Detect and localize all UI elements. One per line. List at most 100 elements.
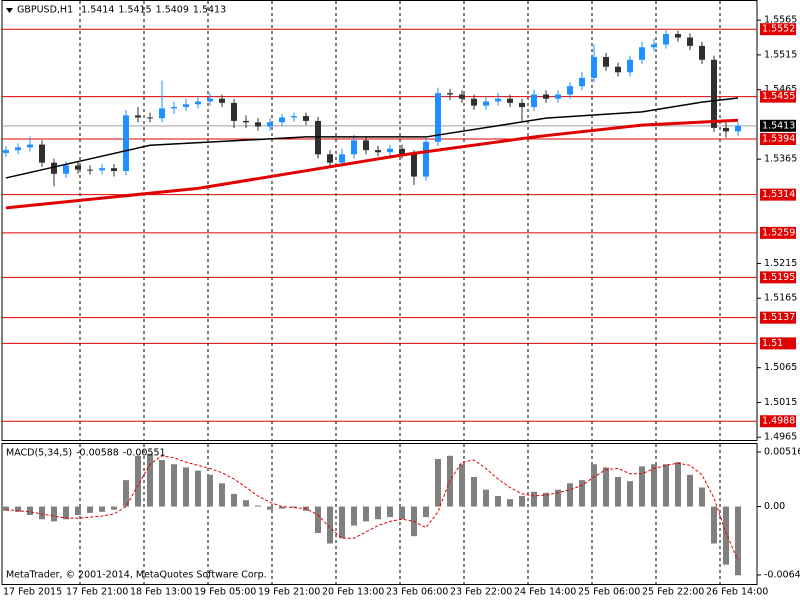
candle-body — [75, 165, 81, 170]
level-label-box — [760, 271, 796, 284]
macd-bar — [63, 506, 69, 520]
macd-bar — [195, 470, 201, 507]
macd-bar — [459, 464, 465, 507]
price-panel — [1, 0, 758, 441]
candle-body — [231, 102, 237, 121]
last-price-label: 1.5413 — [762, 120, 795, 131]
candle-body — [291, 116, 297, 118]
candle-body — [183, 104, 189, 108]
macd-bar — [15, 506, 21, 512]
level-label: 1.5394 — [762, 134, 795, 145]
candle-body — [87, 169, 93, 171]
macd-bar — [651, 464, 657, 507]
quote-value: 1.5414 — [81, 5, 114, 16]
candle-body — [123, 115, 129, 171]
macd-bar — [687, 474, 693, 507]
macd-bar — [615, 476, 621, 507]
candle-body — [3, 150, 9, 153]
level-label-box — [760, 226, 796, 239]
macd-bar — [279, 506, 285, 509]
macd-bar — [339, 506, 345, 539]
level-label-box — [760, 23, 796, 36]
candle-body — [351, 140, 357, 155]
candle-body — [495, 98, 501, 102]
y-tick-label: 1.5215 — [764, 258, 797, 269]
level-label-box — [760, 133, 796, 146]
level-label: 1.5314 — [762, 189, 795, 200]
candle-body — [279, 117, 285, 123]
macd-panel — [1, 443, 758, 585]
macd-bar — [207, 474, 213, 507]
candle-body — [207, 98, 213, 102]
macd-bar — [711, 506, 717, 544]
candle-body — [399, 148, 405, 155]
candle-body — [375, 150, 381, 153]
macd-bar — [267, 506, 273, 510]
y-tick-label: 1.5465 — [764, 84, 797, 95]
macd-bar — [567, 483, 573, 507]
macd-bar — [231, 493, 237, 507]
x-tick-label: 24 Feb 14:00 — [514, 587, 576, 598]
x-tick-label: 17 Feb 21:00 — [66, 587, 128, 598]
level-label: 1.51 — [762, 338, 783, 349]
footer-copyright: MetaTrader, © 2001-2014, MetaQuotes Soft… — [6, 570, 267, 581]
symbol-title: GBPUSD,H1 — [17, 5, 73, 16]
candle-body — [435, 93, 441, 142]
candle-body — [663, 34, 669, 45]
level-label: 1.5259 — [762, 227, 795, 238]
indicator-title: MACD(5,34,5) — [6, 448, 72, 459]
quote-value: 1.5415 — [118, 5, 151, 16]
signal-line — [5, 455, 739, 561]
level-label-box — [760, 415, 796, 428]
macd-bar — [579, 480, 585, 507]
candle-body — [339, 154, 345, 163]
macd-bar — [663, 464, 669, 507]
menu-triangle — [6, 8, 13, 13]
macd-bar — [243, 500, 249, 507]
macd-bar — [135, 455, 141, 507]
candle-body — [411, 154, 417, 177]
last-price-box — [760, 119, 796, 132]
candle-body — [63, 165, 69, 174]
y-tick-label: 1.5165 — [764, 293, 797, 304]
macd-bar — [147, 453, 153, 507]
candle-body — [687, 37, 693, 46]
macd-bar — [27, 506, 33, 516]
level-label-box — [760, 311, 796, 324]
x-tick-label: 23 Feb 06:00 — [386, 587, 448, 598]
macd-bar — [159, 460, 165, 507]
macd-bar — [723, 506, 729, 565]
macd-bar — [495, 495, 501, 507]
candle-body — [135, 115, 141, 118]
y-tick-label: 1.5065 — [764, 362, 797, 373]
candle-body — [531, 94, 537, 108]
macd-bar — [255, 505, 261, 507]
level-label-box — [760, 188, 796, 201]
level-label: 1.5137 — [762, 312, 795, 323]
level-label: 1.4988 — [762, 416, 795, 427]
macd-bar — [399, 506, 405, 520]
macd-bar — [39, 506, 45, 520]
level-label-box — [760, 90, 796, 103]
quote-value: 1.5413 — [193, 5, 226, 16]
macd-bar — [3, 506, 9, 511]
y-tick-label: -0.00647 — [764, 569, 800, 580]
candle-body — [327, 154, 333, 163]
candle-body — [423, 141, 429, 177]
candle-body — [111, 168, 117, 171]
moving-average — [5, 97, 739, 179]
candle-body — [675, 34, 681, 38]
macd-bar — [531, 491, 537, 507]
candle-body — [303, 116, 309, 121]
macd-bar — [363, 506, 369, 522]
candle-body — [363, 140, 369, 151]
candle-body — [171, 107, 177, 109]
macd-bar — [699, 487, 705, 507]
y-tick-label: 1.5565 — [764, 15, 797, 26]
macd-bar — [75, 506, 81, 516]
macd-bar — [387, 506, 393, 518]
candle-body — [483, 101, 489, 106]
candle-body — [591, 56, 597, 78]
macd-bar — [171, 464, 177, 507]
